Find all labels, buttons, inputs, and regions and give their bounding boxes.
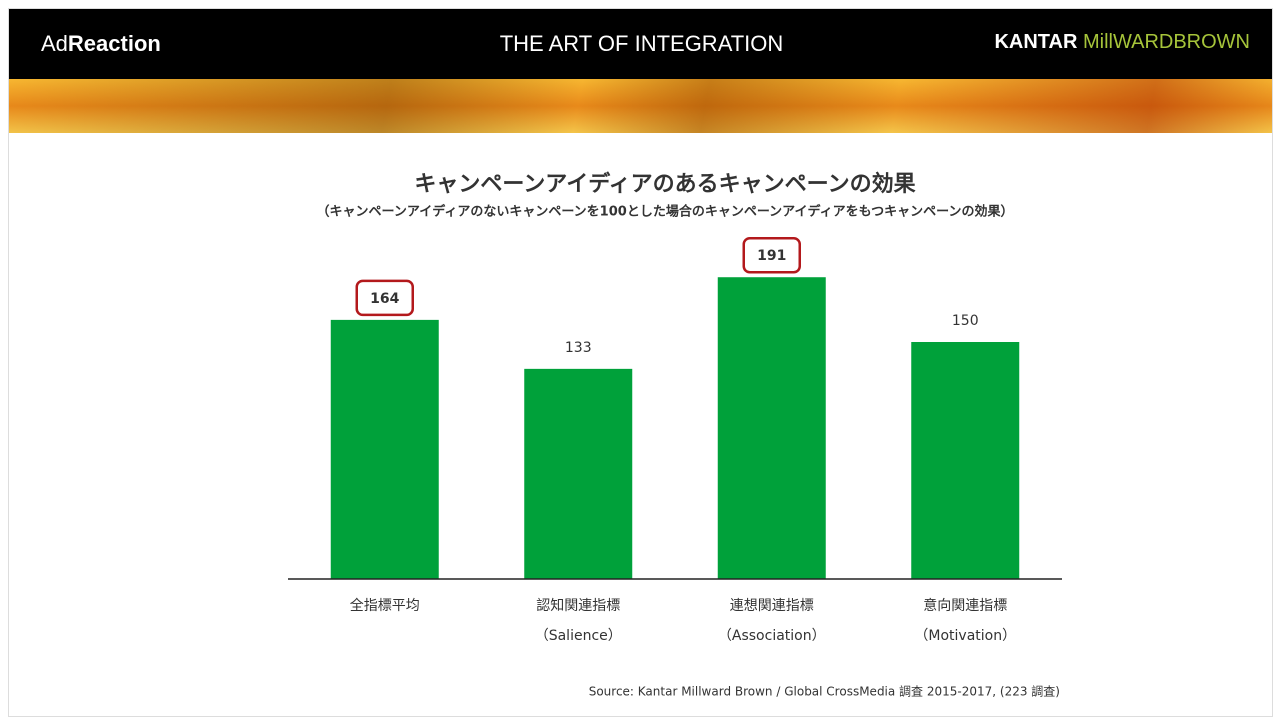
bar [718, 277, 826, 579]
value-label: 164 [370, 291, 399, 307]
bar [331, 320, 439, 579]
chart-title: キャンペーンアイディアのあるキャンペーンの効果 [414, 171, 915, 197]
x-tick-label: 認知関連指標 [536, 597, 620, 614]
chart-subtitle: （キャンペーンアイディアのないキャンペーンを100とした場合のキャンペーンアイデ… [317, 204, 1014, 220]
source: Source: Kantar Millward Brown / Global C… [589, 685, 1060, 699]
x-tick-label: 連想関連指標 [730, 598, 814, 614]
value-label: 133 [565, 340, 592, 356]
bar [524, 369, 632, 579]
value-label: 150 [952, 313, 979, 329]
value-label: 191 [757, 248, 786, 264]
x-tick-note: （Association） [718, 628, 826, 644]
x-tick-label: 意向関連指標 [923, 597, 1007, 614]
chart: キャンペーンアイディアのあるキャンペーンの効果 （キャンペーンアイディアのないキ… [0, 0, 1281, 717]
x-tick-note: （Motivation） [914, 628, 1016, 644]
bar [911, 342, 1019, 579]
x-tick-label: 全指標平均 [350, 597, 420, 614]
x-tick-note: （Salience） [535, 628, 622, 644]
